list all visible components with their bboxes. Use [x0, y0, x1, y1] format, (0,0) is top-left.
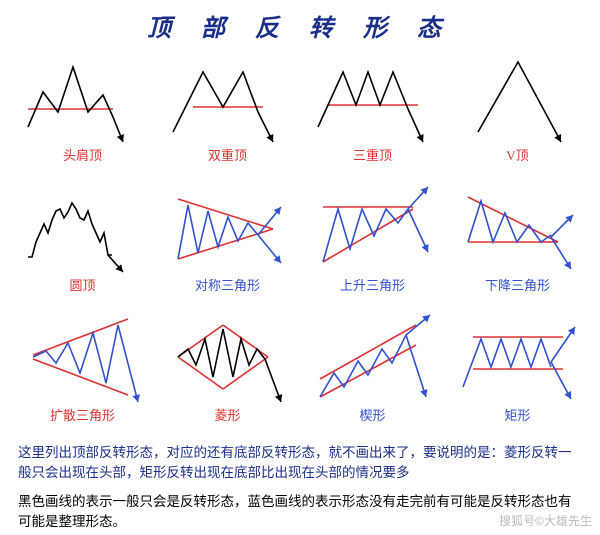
pattern-sym-triangle: 对称三角形	[155, 177, 300, 307]
pattern-label: 菱形	[214, 405, 240, 424]
pattern-label: 头肩顶	[63, 145, 102, 164]
pattern-label: V顶	[506, 145, 528, 164]
pattern-label: 上升三角形	[340, 275, 405, 294]
pattern-broadening: 扩散三角形	[10, 307, 155, 437]
pattern-label: 圆顶	[69, 275, 95, 294]
pattern-asc-triangle: 上升三角形	[300, 177, 445, 307]
pattern-label: 双重顶	[208, 145, 247, 164]
pattern-label: 对称三角形	[195, 275, 260, 294]
pattern-wedge: 楔形	[300, 307, 445, 437]
pattern-triple-top: 三重顶	[300, 47, 445, 177]
pattern-desc-triangle: 下降三角形	[445, 177, 590, 307]
pattern-round-top: 圆顶	[10, 177, 155, 307]
watermark: 搜狐号©大雄先生	[499, 512, 592, 529]
pattern-label: 矩形	[504, 405, 530, 424]
pattern-label: 下降三角形	[485, 275, 550, 294]
page-title: 顶 部 反 转 形 态	[0, 0, 600, 47]
pattern-label: 扩散三角形	[50, 405, 115, 424]
pattern-diamond: 菱形	[155, 307, 300, 437]
pattern-rectangle: 矩形	[445, 307, 590, 437]
pattern-head-shoulders-top: 头肩顶	[10, 47, 155, 177]
pattern-double-top: 双重顶	[155, 47, 300, 177]
pattern-grid: 头肩顶 双重顶 三重顶 V顶圆顶 对称三角形 上升三角形 下降三角形扩散三角形 菱形 楔形 矩形	[0, 47, 600, 437]
description-1: 这里列出顶部反转形态，对应的还有底部反转形态，就不画出来了，要说明的是：菱形反转…	[0, 437, 600, 486]
pattern-v-top: V顶	[445, 47, 590, 177]
pattern-label: 楔形	[359, 405, 385, 424]
pattern-label: 三重顶	[353, 145, 392, 164]
